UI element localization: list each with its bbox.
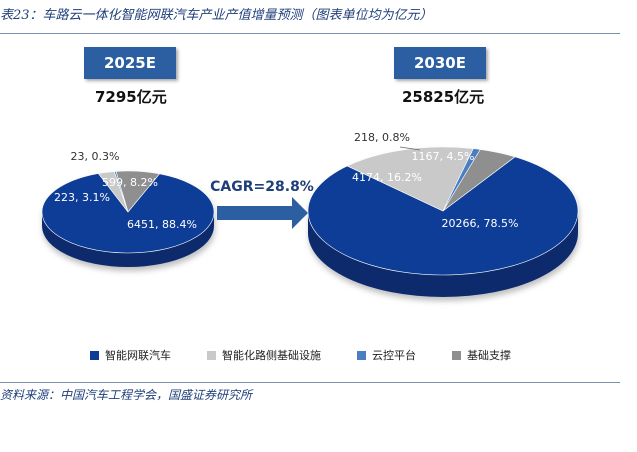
slice-label-2030-support: 1167, 4.5% [412, 150, 475, 163]
pie-2025 [41, 170, 215, 267]
legend-swatch [452, 350, 461, 360]
legend-swatch [90, 350, 99, 360]
legend-label: 云控平台 [372, 349, 416, 362]
slice-label-2025-roadside: 223, 3.1% [54, 191, 110, 204]
leader-line [399, 146, 421, 151]
pie-slice-3 [113, 171, 129, 213]
legend-label: 智能化路侧基础设施 [222, 349, 321, 362]
bottom-divider [0, 382, 620, 383]
slice-label-2030-cloud: 218, 0.8% [354, 131, 410, 144]
legend-item: 智能化路侧基础设施 [207, 347, 321, 363]
total-2030: 25825亿元 [402, 88, 485, 106]
pie-labels: 6451, 88.4% 223, 3.1% 23, 0.3% 599, 8.2% 202… [54, 131, 518, 231]
legend-item: 智能网联汽车 [90, 347, 171, 363]
pie-slice-3 [442, 148, 481, 212]
year-badge-2025: 2025E [84, 47, 176, 79]
pie-side [308, 211, 578, 297]
legend-swatch [357, 350, 366, 360]
legend-label: 智能网联汽车 [105, 349, 171, 362]
source-note: 资料来源：中国汽车工程学会，国盛证券研究所 [0, 388, 253, 402]
total-2025: 7295亿元 [95, 88, 167, 106]
legend-swatch [207, 350, 216, 360]
legend: 智能网联汽车 智能化路侧基础设施 云控平台 基础支撑 [90, 347, 547, 363]
slice-label-2030-roadside: 4174, 16.2% [352, 171, 422, 184]
chart-title: 表23：车路云一体化智能网联汽车产业产值增量预测（图表单位均为亿元） [0, 8, 433, 23]
top-divider [0, 33, 620, 34]
pie-slice-1 [41, 173, 215, 254]
pie-slice-2 [346, 146, 474, 212]
legend-item: 云控平台 [357, 347, 416, 363]
pie-slice-1 [307, 156, 579, 276]
slice-label-2025-main: 6451, 88.4% [127, 218, 197, 231]
legend-item: 基础支撑 [452, 347, 511, 363]
slice-label-2025-cloud: 23, 0.3% [71, 150, 120, 163]
pie-side [42, 212, 214, 267]
legend-label: 基础支撑 [467, 349, 511, 362]
pie-2030 [307, 146, 579, 297]
year-badge-2030: 2030E [394, 47, 486, 79]
slice-label-2030-main: 20266, 78.5% [442, 217, 519, 230]
cagr-label: CAGR=28.8% [210, 179, 314, 195]
growth-arrow [217, 197, 308, 229]
slice-label-2025-support: 599, 8.2% [102, 176, 158, 189]
